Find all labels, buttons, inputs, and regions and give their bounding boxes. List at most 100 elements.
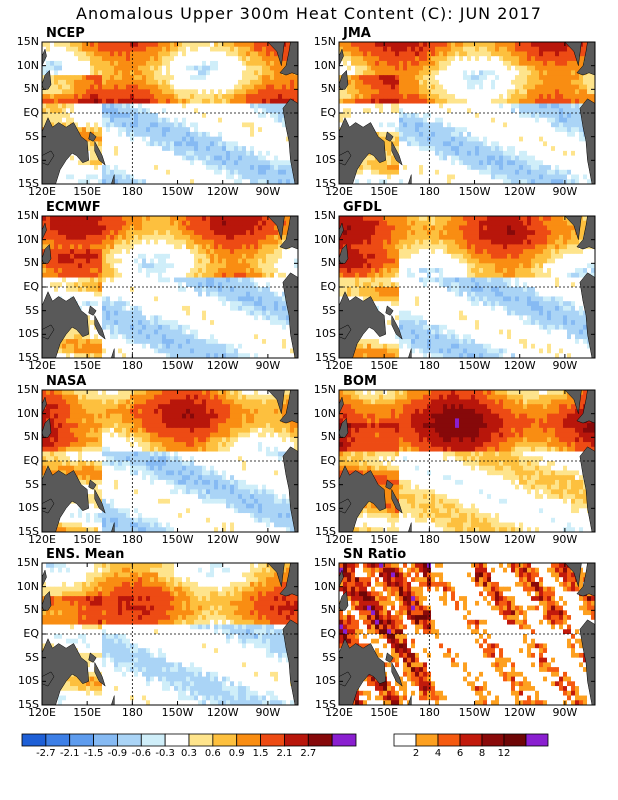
y-tick-label: 15N [313,383,336,396]
y-tick-label: EQ [23,627,39,640]
y-tick-label: 5N [320,82,336,96]
anomaly-field [339,390,596,533]
colorbar-swatch [459,733,483,747]
panel-label: ECMWF [46,200,101,215]
x-tick-label: 90W [255,359,281,372]
y-tick-label: 10S [315,327,336,341]
colorbar-label: 8 [478,748,486,759]
colorbar-label: 0.6 [204,748,221,759]
colorbar-swatch [236,733,261,747]
colorbar-swatch [140,733,166,747]
colorbar-swatch [331,733,357,747]
y-tick-label: EQ [23,280,39,293]
sn-ratio-colorbar [393,733,549,747]
y-tick-label: 5S [25,129,39,143]
y-tick-label: 10S [315,153,336,167]
x-tick-label: 180 [418,706,440,719]
y-tick-label: 5N [23,256,39,270]
y-tick-label: 5S [322,477,336,491]
y-tick-label: 15S [315,177,336,190]
y-tick-label: 10N [16,58,39,72]
colorbar-label: -0.9 [107,748,128,759]
y-tick-label: 15N [313,35,336,48]
x-tick-label: 120W [503,533,536,546]
x-tick-label: 90W [255,185,281,198]
x-tick-label: 150W [161,359,194,372]
y-tick-label: EQ [23,106,39,119]
y-tick-label: EQ [320,454,336,467]
land-mask [41,41,299,185]
x-tick-label: 120W [503,706,536,719]
colorbar-label: -0.6 [131,748,152,759]
x-tick-label: 120E [325,706,353,719]
panel-label: BOM [343,374,377,389]
x-tick-label: 150W [161,185,194,198]
x-tick-label: 150W [458,706,491,719]
x-tick-label: 120E [28,533,56,546]
x-tick-label: 120W [206,359,239,372]
panel-label: GFDL [343,200,382,215]
x-tick-label: 120E [325,359,353,372]
y-tick-label: EQ [320,627,336,640]
panel-label: JMA [343,26,371,41]
y-tick-label: 15S [315,351,336,364]
y-tick-label: 15S [18,525,39,538]
land-mask [41,562,299,706]
anomaly-colorbar [21,733,357,747]
colorbar-swatch [212,733,238,747]
colorbar-swatch [415,733,439,747]
map-panel-ecmwf [41,215,299,359]
anomaly-field [42,390,299,533]
colorbar-label: -2.7 [36,748,56,759]
colorbar-swatch [117,733,142,747]
land-mask [338,215,596,359]
y-tick-label: 15N [16,209,39,222]
x-tick-label: 150E [370,359,399,372]
y-tick-label: 10S [18,501,39,515]
x-tick-label: 150E [370,533,399,546]
y-tick-label: 5S [25,303,39,317]
colorbar-swatch [503,733,527,747]
colorbar-swatch [164,733,190,747]
land-mask [338,562,596,706]
x-tick-label: 150E [370,706,399,719]
x-tick-label: 150E [73,359,102,372]
y-tick-label: 5S [25,477,39,491]
y-tick-label: 15S [18,177,39,190]
land-mask [41,389,299,533]
panel-label: ENS. Mean [46,547,125,562]
y-tick-label: 15S [18,698,39,711]
x-tick-label: 180 [418,533,440,546]
y-tick-label: 5S [322,650,336,664]
x-tick-label: 90W [255,706,281,719]
land-mask [338,389,596,533]
y-tick-label: 15N [16,35,39,48]
x-tick-label: 150E [73,533,102,546]
map-panel-nasa [41,389,299,533]
y-tick-label: 5S [322,129,336,143]
y-tick-label: 10S [18,674,39,688]
y-tick-label: 15S [315,698,336,711]
colorbar-swatch [93,733,118,747]
y-tick-label: EQ [320,106,336,119]
x-tick-label: 180 [121,359,143,372]
x-tick-label: 150W [161,533,194,546]
y-tick-label: 5N [23,430,39,444]
colorbar-swatch [284,733,309,747]
y-tick-label: 15S [315,525,336,538]
x-tick-label: 120W [206,185,239,198]
colorbar-label: 0.9 [228,748,245,759]
y-tick-label: EQ [23,454,39,467]
x-tick-label: 90W [552,706,578,719]
land-mask [41,215,299,359]
y-tick-label: 10N [16,406,39,420]
y-tick-label: 10S [315,674,336,688]
x-tick-label: 90W [552,185,578,198]
y-tick-label: 15S [18,351,39,364]
x-tick-label: 120W [206,533,239,546]
y-tick-label: 10N [16,579,39,593]
colorbar-label: 2.1 [276,748,293,759]
x-tick-label: 180 [121,706,143,719]
y-tick-label: 15N [16,556,39,569]
colorbar-swatch [437,733,461,747]
